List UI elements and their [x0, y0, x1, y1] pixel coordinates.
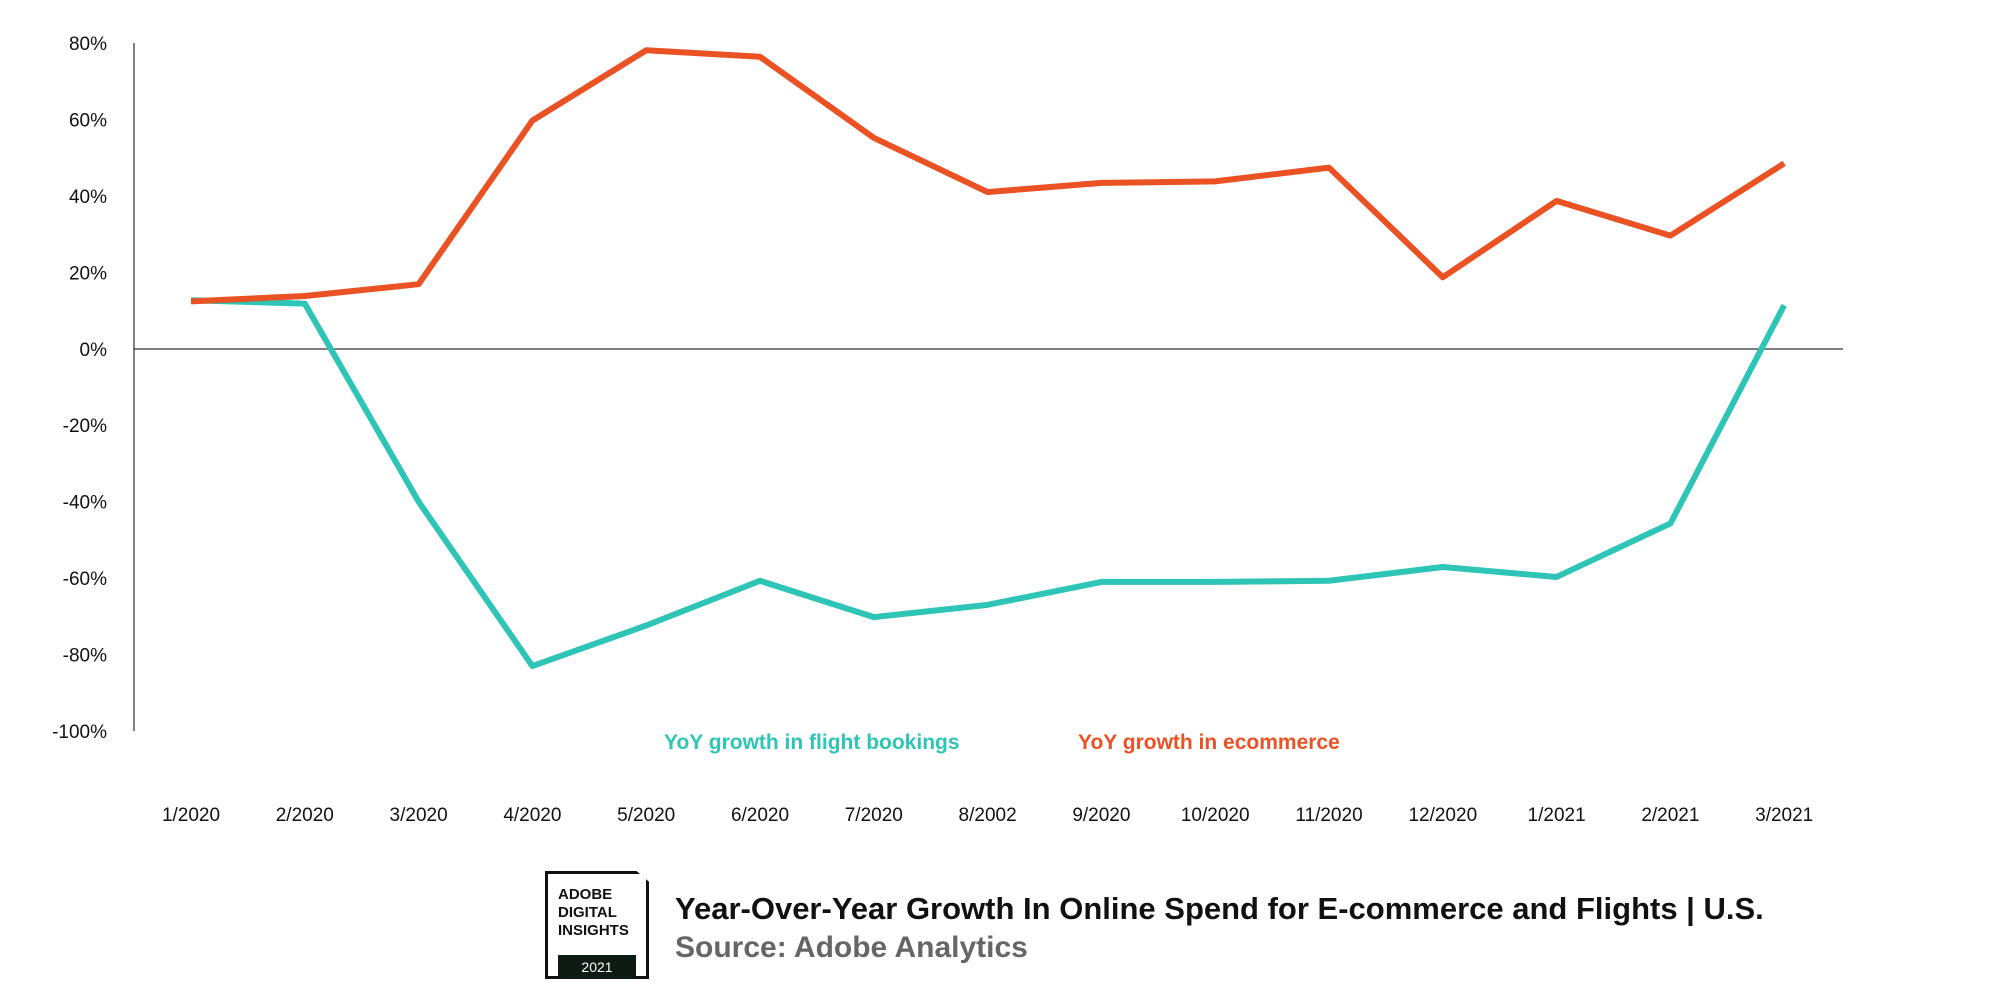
logo-line: ADOBE — [558, 886, 613, 903]
x-tick-label: 2/2020 — [276, 805, 334, 826]
x-tick-label: 3/2021 — [1755, 805, 1813, 826]
y-tick-label: -20% — [63, 416, 107, 437]
y-tick-label: -40% — [63, 493, 107, 514]
y-tick-label: 80% — [69, 34, 107, 55]
logo-line: INSIGHTS — [558, 922, 629, 939]
logo-text: ADOBE DIGITAL INSIGHTS — [558, 886, 629, 940]
x-tick-label: 6/2020 — [731, 805, 789, 826]
y-tick-label: 20% — [69, 263, 107, 284]
x-tick-label: 11/2020 — [1295, 805, 1362, 826]
chart-source: Source: Adobe Analytics — [675, 931, 1028, 964]
line-chart: 80% 60% 40% 20% 0% -20% -40% -60% -80% -100% 1/20… — [52, 34, 1843, 826]
x-tick-label: 7/2020 — [845, 805, 903, 826]
y-tick-label: 40% — [69, 187, 107, 208]
legend-ecommerce: YoY growth in ecommerce — [1078, 731, 1340, 754]
legend-flight-bookings: YoY growth in flight bookings — [664, 731, 960, 754]
x-tick-label: 9/2020 — [1072, 805, 1130, 826]
x-tick-label: 1/2020 — [162, 805, 220, 826]
y-tick-label: -80% — [63, 646, 107, 667]
y-tick-label: 0% — [80, 340, 108, 361]
logo-line: DIGITAL — [558, 904, 617, 921]
footer: ADOBE DIGITAL INSIGHTS 2021 Year-Over-Ye… — [545, 871, 1845, 986]
y-tick-label: -60% — [63, 569, 107, 590]
logo-year: 2021 — [558, 955, 636, 979]
x-tick-label: 10/2020 — [1181, 805, 1250, 826]
chart-title: Year-Over-Year Growth In Online Spend fo… — [675, 891, 1764, 926]
x-tick-label: 5/2020 — [617, 805, 675, 826]
x-tick-label: 12/2020 — [1408, 805, 1477, 826]
x-tick-label: 4/2020 — [503, 805, 561, 826]
x-tick-label: 1/2021 — [1528, 805, 1586, 826]
series-line-ecommerce — [190, 47, 1786, 305]
y-tick-label: 60% — [69, 110, 107, 131]
y-tick-label: -100% — [52, 722, 107, 743]
x-tick-label: 2/2021 — [1641, 805, 1699, 826]
adobe-digital-insights-logo: ADOBE DIGITAL INSIGHTS 2021 — [545, 871, 649, 979]
x-tick-label: 3/2020 — [390, 805, 448, 826]
series-line-flight-bookings — [190, 297, 1787, 670]
x-tick-label: 8/2002 — [959, 805, 1017, 826]
